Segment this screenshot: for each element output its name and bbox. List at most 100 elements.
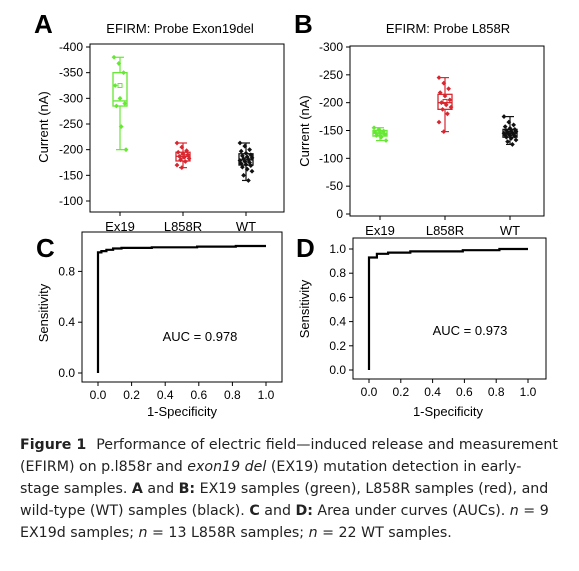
data-point	[175, 149, 181, 155]
x-tick-label: 0.0	[90, 388, 107, 402]
data-point	[383, 138, 389, 143]
caption-n-1: n	[509, 503, 519, 519]
x-tick-label: 0.6	[456, 385, 473, 399]
y-tick-label: -300	[59, 91, 83, 105]
y-tick-label: 0.8	[329, 266, 346, 280]
data-point	[447, 97, 453, 103]
y-tick-label: -400	[59, 40, 83, 54]
caption-text-3: and	[142, 481, 179, 497]
panel-b: B EFIRM: Probe L858R Current (nA) -300 -2…	[294, 9, 545, 238]
data-point	[377, 130, 383, 136]
data-point	[116, 61, 122, 66]
data-point	[372, 129, 378, 135]
y-tick-label: -150	[319, 124, 343, 138]
x-tick-label: L858R	[164, 219, 202, 234]
x-tick-label: L858R	[426, 223, 464, 238]
panel-b-x-ticks: Ex19 L858R WT	[365, 216, 520, 238]
data-point	[382, 131, 388, 137]
data-point	[502, 132, 508, 138]
data-point	[512, 133, 518, 139]
panel-b-y-ticks: -300 -250 -200 -150 -100 -50 0	[319, 40, 350, 221]
data-point	[443, 102, 449, 108]
data-point	[439, 100, 444, 106]
data-point	[371, 125, 377, 131]
data-point	[505, 139, 510, 145]
data-point	[117, 95, 123, 101]
figure-caption: Figure 1 Performance of electric field—in…	[20, 434, 560, 544]
x-tick-label: 0.4	[424, 385, 441, 399]
data-point	[118, 124, 124, 129]
data-point	[513, 129, 519, 135]
data-point	[437, 90, 443, 96]
data-point	[246, 178, 251, 183]
y-tick-label: -350	[59, 66, 83, 80]
box-mean	[117, 83, 123, 88]
panel-b-letter: B	[294, 9, 313, 39]
data-point	[249, 155, 255, 161]
panel-d: D Sensitivity 0.00.20.40.60.81.0 0.0 0.2 0…	[296, 233, 547, 419]
panel-a-y-ticks: -400 -350 -300 -250 -200 -150 -100	[59, 40, 90, 208]
panel-d-frame	[352, 237, 547, 380]
panel-a-letter: A	[34, 9, 53, 39]
data-point	[506, 119, 512, 125]
panel-c: C Sensitivity 0.0 0.4 0.8 0.0 0.2 0.4 0.6 0.8 1…	[36, 231, 283, 419]
data-point	[121, 70, 126, 76]
panel-c-x-ticks: 0.0 0.2 0.4 0.6 0.8 1.0	[90, 382, 275, 402]
data-point	[376, 126, 382, 132]
y-tick-label: 0.2	[329, 339, 346, 353]
data-point	[240, 164, 245, 170]
data-point	[181, 154, 187, 160]
data-point	[440, 106, 445, 112]
x-tick-label: 0.6	[190, 388, 207, 402]
panel-c-letter: C	[36, 233, 55, 263]
x-tick-label: 0.8	[488, 385, 505, 399]
data-point	[111, 54, 117, 60]
data-point	[114, 103, 119, 109]
caption-n-3: n	[308, 525, 318, 541]
data-point	[178, 157, 183, 163]
data-point	[501, 130, 507, 136]
x-tick-label: 0.2	[123, 388, 140, 402]
data-point	[511, 122, 516, 128]
x-tick-label: 0.0	[361, 385, 378, 399]
data-point	[123, 147, 129, 153]
x-tick-label: WT	[500, 223, 520, 238]
x-tick-label: 0.2	[392, 385, 409, 399]
y-tick-label: -300	[319, 40, 343, 54]
figure: A EFIRM: Probe Exon19del Current (nA) -4…	[34, 9, 547, 419]
panel-c-roc-curve	[96, 244, 266, 373]
y-tick-label: 0.6	[329, 290, 346, 304]
data-point	[183, 159, 188, 164]
y-tick-label: -100	[319, 151, 343, 165]
data-point	[436, 75, 442, 81]
panel-c-y-ticks: 0.0 0.4 0.8	[58, 264, 82, 380]
y-tick-label: -250	[59, 117, 83, 131]
data-point	[243, 162, 249, 167]
y-tick-label: -250	[319, 68, 343, 82]
panel-a-ylabel: Current (nA)	[36, 91, 51, 163]
y-tick-label: -200	[319, 96, 343, 110]
y-tick-label: -200	[59, 143, 83, 157]
data-point	[502, 124, 508, 130]
data-point	[237, 140, 243, 146]
data-point	[446, 86, 451, 92]
panel-a: A EFIRM: Probe Exon19del Current (nA) -4…	[34, 9, 285, 234]
data-point	[184, 148, 189, 154]
data-point	[448, 104, 454, 110]
data-point	[442, 93, 448, 99]
data-point	[122, 101, 128, 106]
box-iqr	[112, 72, 128, 107]
box-mean	[442, 99, 448, 105]
y-tick-label: 0	[336, 207, 343, 221]
y-tick-label: -100	[59, 194, 83, 208]
y-tick-label: 0.8	[58, 264, 75, 278]
caption-bold-a: A	[131, 481, 143, 497]
caption-text-7: = 9 EX19d samples;	[20, 503, 549, 541]
caption-exon19-del: exon19 del	[187, 459, 267, 475]
y-tick-label: -50	[326, 179, 344, 193]
data-point	[248, 163, 254, 168]
data-point	[179, 165, 185, 171]
caption-text-1: Performance of electric field—induced re…	[20, 437, 558, 475]
y-tick-label: -150	[59, 168, 83, 182]
panel-d-xlabel: 1-Specificity	[413, 404, 484, 419]
